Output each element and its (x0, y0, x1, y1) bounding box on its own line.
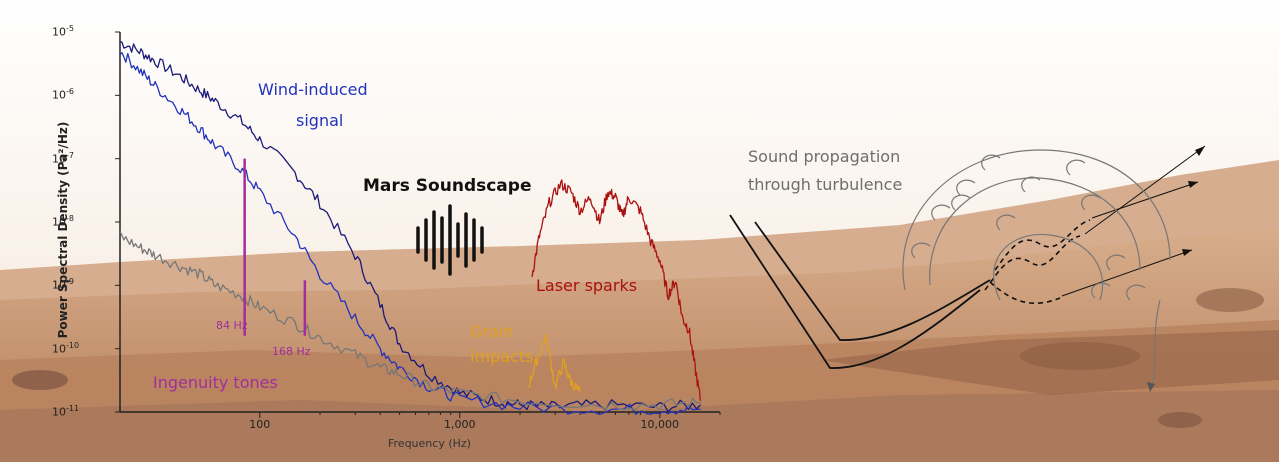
y-tick-label-1e-7: 10-7 (52, 150, 74, 166)
grain-impacts-annotation-line2: impacts (470, 347, 534, 366)
y-tick-label-1e-11: 10-11 (52, 404, 80, 419)
series-group (119, 41, 702, 416)
wind-high-series-line (119, 41, 702, 413)
decorations (416, 145, 1206, 392)
wind-annotation-line1: Wind-induced (258, 80, 368, 99)
x-tick-label-10000: 10,000 (640, 418, 680, 431)
y-tick-label-1e-9: 10-9 (52, 277, 74, 292)
y-tick-label-1e-10: 10-10 (52, 340, 80, 356)
chart-title: Mars Soundscape (363, 176, 532, 196)
sound-wave-icon (416, 204, 484, 276)
ingenuity-tones-annotation: Ingenuity tones (153, 373, 278, 392)
laser-sparks-series-line (531, 179, 702, 401)
tone-84hz-label: 84 Hz (216, 319, 248, 332)
ingenuity-tone-lines (243, 158, 307, 336)
x-tick-label-100: 100 (249, 418, 271, 431)
wind-annotation-line2: signal (296, 111, 344, 130)
y-tick-label-1e-6: 10-6 (52, 87, 74, 102)
x-axis-label: Frequency (Hz) (388, 437, 471, 450)
propagation-annotation-line2: through turbulence (748, 175, 903, 194)
grain-impacts-series-line (527, 333, 581, 393)
propagation-annotation-line1: Sound propagation (748, 147, 901, 166)
y-tick-label-1e-5: 10-5 (52, 24, 74, 39)
axes (115, 31, 721, 418)
grain-impacts-annotation-line1: Grain (470, 322, 514, 341)
wind-low-series-line (119, 52, 701, 416)
tone-168hz-label: 168 Hz (272, 345, 311, 358)
y-tick-label-1e-8: 10-8 (52, 214, 74, 229)
background-series-line (119, 231, 701, 411)
laser-sparks-annotation: Laser sparks (536, 276, 638, 295)
x-tick-label-1000: 1,000 (444, 418, 476, 431)
turbulence-diagram (729, 145, 1206, 392)
